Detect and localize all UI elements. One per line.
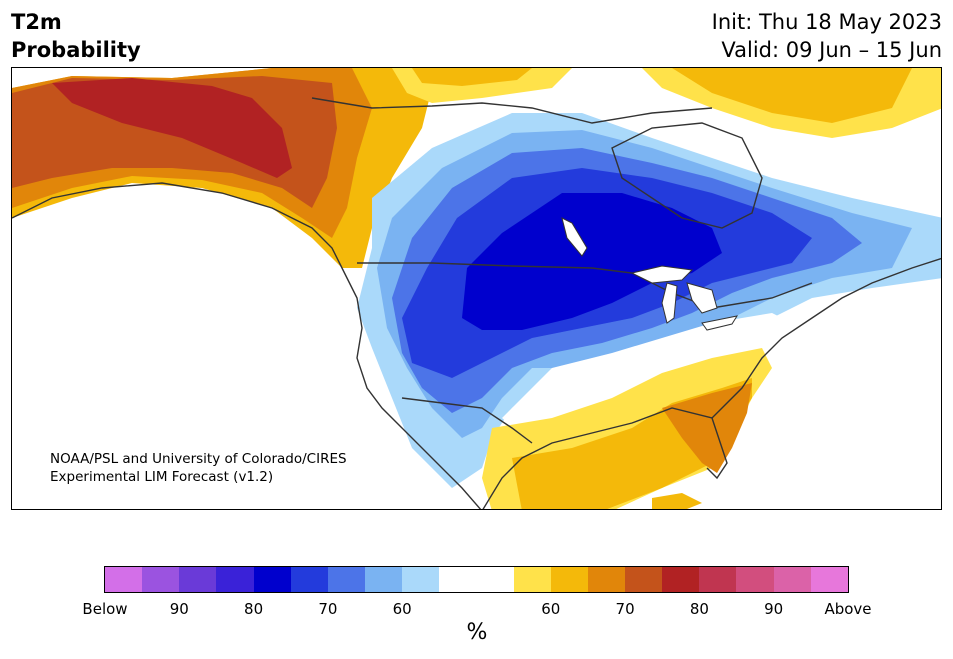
colorbar-segment (142, 567, 180, 592)
lake-erie (701, 315, 739, 331)
fill-above-65-arctic (412, 68, 532, 86)
lake-winnipeg (561, 217, 588, 257)
valid-date: Valid: 09 Jun – 15 Jun (721, 38, 942, 62)
credit-line-1: NOAA/PSL and University of Colorado/CIRE… (50, 451, 347, 467)
us-mexico-border (401, 397, 533, 444)
colorbar-segment (476, 567, 514, 592)
colorbar-segment (253, 567, 291, 592)
colorbar-segment (402, 567, 440, 592)
colorbar-segment (290, 567, 328, 592)
probability-fills (12, 68, 941, 509)
colorbar-tick-label: 80 (689, 600, 709, 618)
lake-huron (686, 282, 718, 314)
fill-above-80-north (52, 78, 292, 178)
arctic-coast (311, 97, 713, 124)
colorbar-segment (810, 567, 848, 592)
colorbar-segment (513, 567, 551, 592)
coastline-gulf (482, 407, 728, 509)
lake-superior (630, 265, 694, 284)
colorbar-tick-label: 60 (541, 600, 561, 618)
chart-title: T2m Probability (11, 8, 141, 64)
colorbar-tick-label: 60 (392, 600, 412, 618)
probability-map (12, 68, 941, 509)
colorbar (104, 566, 849, 593)
title-type: Probability (11, 38, 141, 62)
colorbar-tick-label: 90 (169, 600, 189, 618)
hudson-bay (611, 122, 763, 229)
colorbar-segment (216, 567, 254, 592)
credit-line-2: Experimental LIM Forecast (v1.2) (50, 469, 274, 485)
colorbar-tick-label: Below (82, 600, 128, 618)
great-lakes (561, 217, 739, 331)
colorbar-tick-label: 90 (764, 600, 784, 618)
colorbar-segment (624, 567, 663, 592)
fill-above-70-south (662, 383, 752, 473)
colorbar-tick-label: 70 (318, 600, 338, 618)
init-date: Init: Thu 18 May 2023 (711, 10, 942, 34)
colorbar-tick-label: Above (824, 600, 872, 618)
colorbar-segment (327, 567, 365, 592)
colorbar-segment (736, 567, 774, 592)
credit-text: NOAA/PSL and University of Colorado/CIRE… (50, 450, 347, 486)
colorbar-segment (439, 567, 477, 592)
colorbar-segment (550, 567, 588, 592)
colorbar-segment (662, 567, 700, 592)
colorbar-segment (699, 567, 737, 592)
colorbar-unit: % (466, 620, 488, 645)
forecast-dates: Init: Thu 18 May 2023 Valid: 09 Jun – 15… (712, 8, 942, 64)
coastline-east (711, 257, 941, 419)
colorbar-segment (179, 567, 217, 592)
forecast-map: NOAA/PSL and University of Colorado/CIRE… (11, 67, 942, 510)
colorbar-segment (773, 567, 811, 592)
map-boundaries (12, 97, 941, 509)
colorbar-tick-label: 70 (615, 600, 635, 618)
lake-michigan (661, 282, 678, 324)
colorbar-segment (105, 567, 143, 592)
title-variable: T2m (11, 10, 62, 34)
fill-above-65-greenland (672, 68, 912, 123)
colorbar-tick-label: 80 (244, 600, 264, 618)
colorbar-segment (587, 567, 625, 592)
colorbar-segment (364, 567, 403, 592)
coastline-west (12, 182, 482, 509)
fill-below-80 (462, 193, 722, 330)
fill-above-70-caribbean (652, 493, 702, 509)
